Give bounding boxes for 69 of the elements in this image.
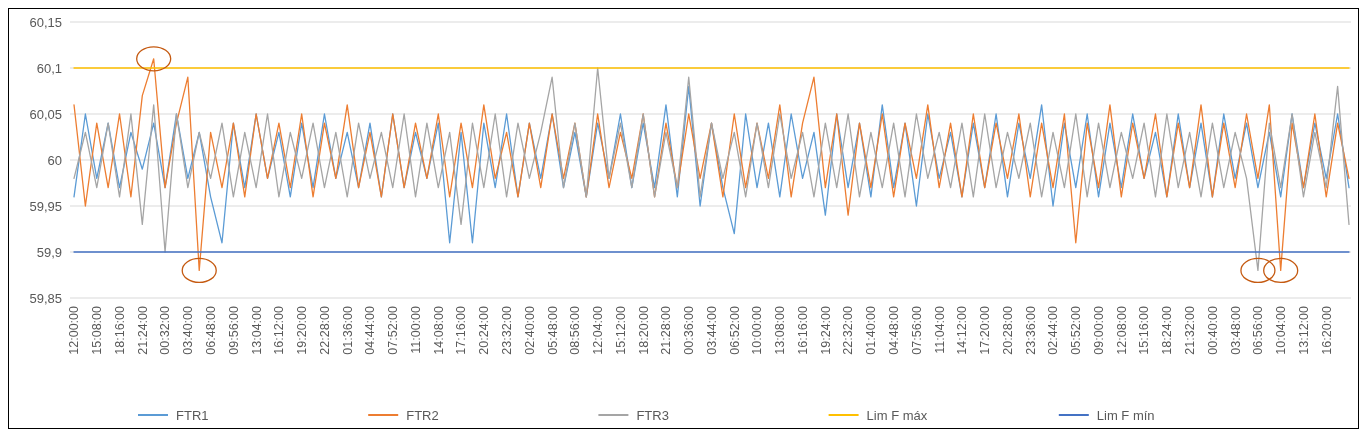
x-tick-label: 16:20:00 [1319, 305, 1334, 355]
x-tick-label: 17:16:00 [454, 305, 469, 355]
x-tick-label: 02:44:00 [1046, 305, 1061, 355]
x-tick-label: 21:32:00 [1183, 305, 1197, 355]
x-tick-label: 00:40:00 [1205, 305, 1220, 355]
x-tick-label: 10:00:00 [750, 305, 765, 355]
x-tick-label: 12:08:00 [1114, 305, 1129, 355]
x-tick-label: 16:16:00 [795, 305, 810, 355]
x-tick-label: 08:56:00 [568, 305, 583, 355]
y-tick-label: 59,85 [29, 290, 62, 306]
x-tick-label: 13:12:00 [1296, 305, 1311, 355]
x-tick-label: 07:52:00 [386, 305, 401, 355]
y-tick-label: 60 [47, 152, 62, 168]
x-tick-label: 18:24:00 [1160, 305, 1175, 355]
x-tick-label: 10:04:00 [1274, 305, 1289, 355]
x-tick-label: 19:24:00 [818, 305, 833, 355]
x-tick-label: 22:28:00 [317, 305, 332, 355]
x-tick-label: 21:24:00 [135, 305, 150, 355]
legend-label: FTR2 [406, 407, 439, 423]
x-tick-label: 22:32:00 [841, 305, 856, 355]
x-tick-label: 15:16:00 [1137, 305, 1152, 355]
x-tick-label: 00:36:00 [682, 305, 697, 355]
x-tick-label: 17:20:00 [978, 305, 993, 355]
x-tick-label: 19:20:00 [295, 305, 310, 355]
x-tick-label: 06:48:00 [203, 305, 218, 355]
x-tick-label: 12:00:00 [67, 305, 82, 355]
y-tick-label: 59,9 [36, 244, 62, 260]
x-tick-label: 05:52:00 [1069, 305, 1084, 355]
x-tick-label: 03:48:00 [1228, 305, 1243, 355]
y-tick-label: 59,95 [29, 198, 62, 214]
legend-label: Lim F máx [866, 407, 928, 423]
x-tick-label: 02:40:00 [522, 305, 537, 355]
x-tick-label: 04:48:00 [887, 305, 902, 355]
x-tick-label: 11:00:00 [408, 305, 423, 354]
x-tick-label: 13:04:00 [249, 305, 264, 355]
x-tick-label: 03:44:00 [704, 305, 719, 355]
x-tick-label: 05:48:00 [545, 305, 560, 355]
y-tick-label: 60,05 [29, 106, 62, 122]
x-tick-label: 04:44:00 [363, 305, 378, 355]
x-tick-label: 09:00:00 [1091, 305, 1106, 355]
x-tick-label: 15:12:00 [613, 305, 628, 355]
x-tick-label: 21:28:00 [659, 305, 674, 355]
x-tick-label: 01:36:00 [340, 305, 355, 355]
x-tick-label: 15:08:00 [90, 305, 105, 355]
x-tick-label: 14:08:00 [431, 305, 446, 355]
x-tick-label: 18:16:00 [112, 305, 127, 355]
x-tick-label: 14:12:00 [955, 305, 970, 355]
x-tick-label: 23:36:00 [1023, 305, 1038, 355]
x-tick-label: 01:40:00 [864, 305, 879, 355]
x-tick-label: 11:04:00 [932, 305, 947, 354]
x-tick-label: 06:52:00 [727, 305, 742, 355]
x-tick-label: 23:32:00 [499, 305, 514, 355]
y-tick-label: 60,1 [36, 60, 62, 76]
x-tick-label: 09:56:00 [226, 305, 241, 355]
x-tick-label: 20:24:00 [477, 305, 492, 355]
x-tick-label: 07:56:00 [909, 305, 924, 355]
x-tick-label: 20:28:00 [1000, 305, 1015, 355]
x-tick-label: 12:04:00 [591, 305, 606, 355]
legend-label: Lim F mín [1096, 407, 1155, 423]
x-tick-label: 06:56:00 [1251, 305, 1266, 355]
line-series [73, 85, 1350, 244]
x-tick-label: 18:20:00 [636, 305, 651, 355]
legend-label: FTR1 [176, 407, 209, 423]
y-tick-label: 60,15 [29, 14, 62, 30]
legend-label: FTR3 [636, 407, 669, 423]
x-tick-label: 03:40:00 [181, 305, 196, 355]
x-tick-label: 16:12:00 [272, 305, 287, 355]
x-tick-label: 13:08:00 [773, 305, 788, 355]
x-tick-label: 00:32:00 [158, 305, 173, 355]
